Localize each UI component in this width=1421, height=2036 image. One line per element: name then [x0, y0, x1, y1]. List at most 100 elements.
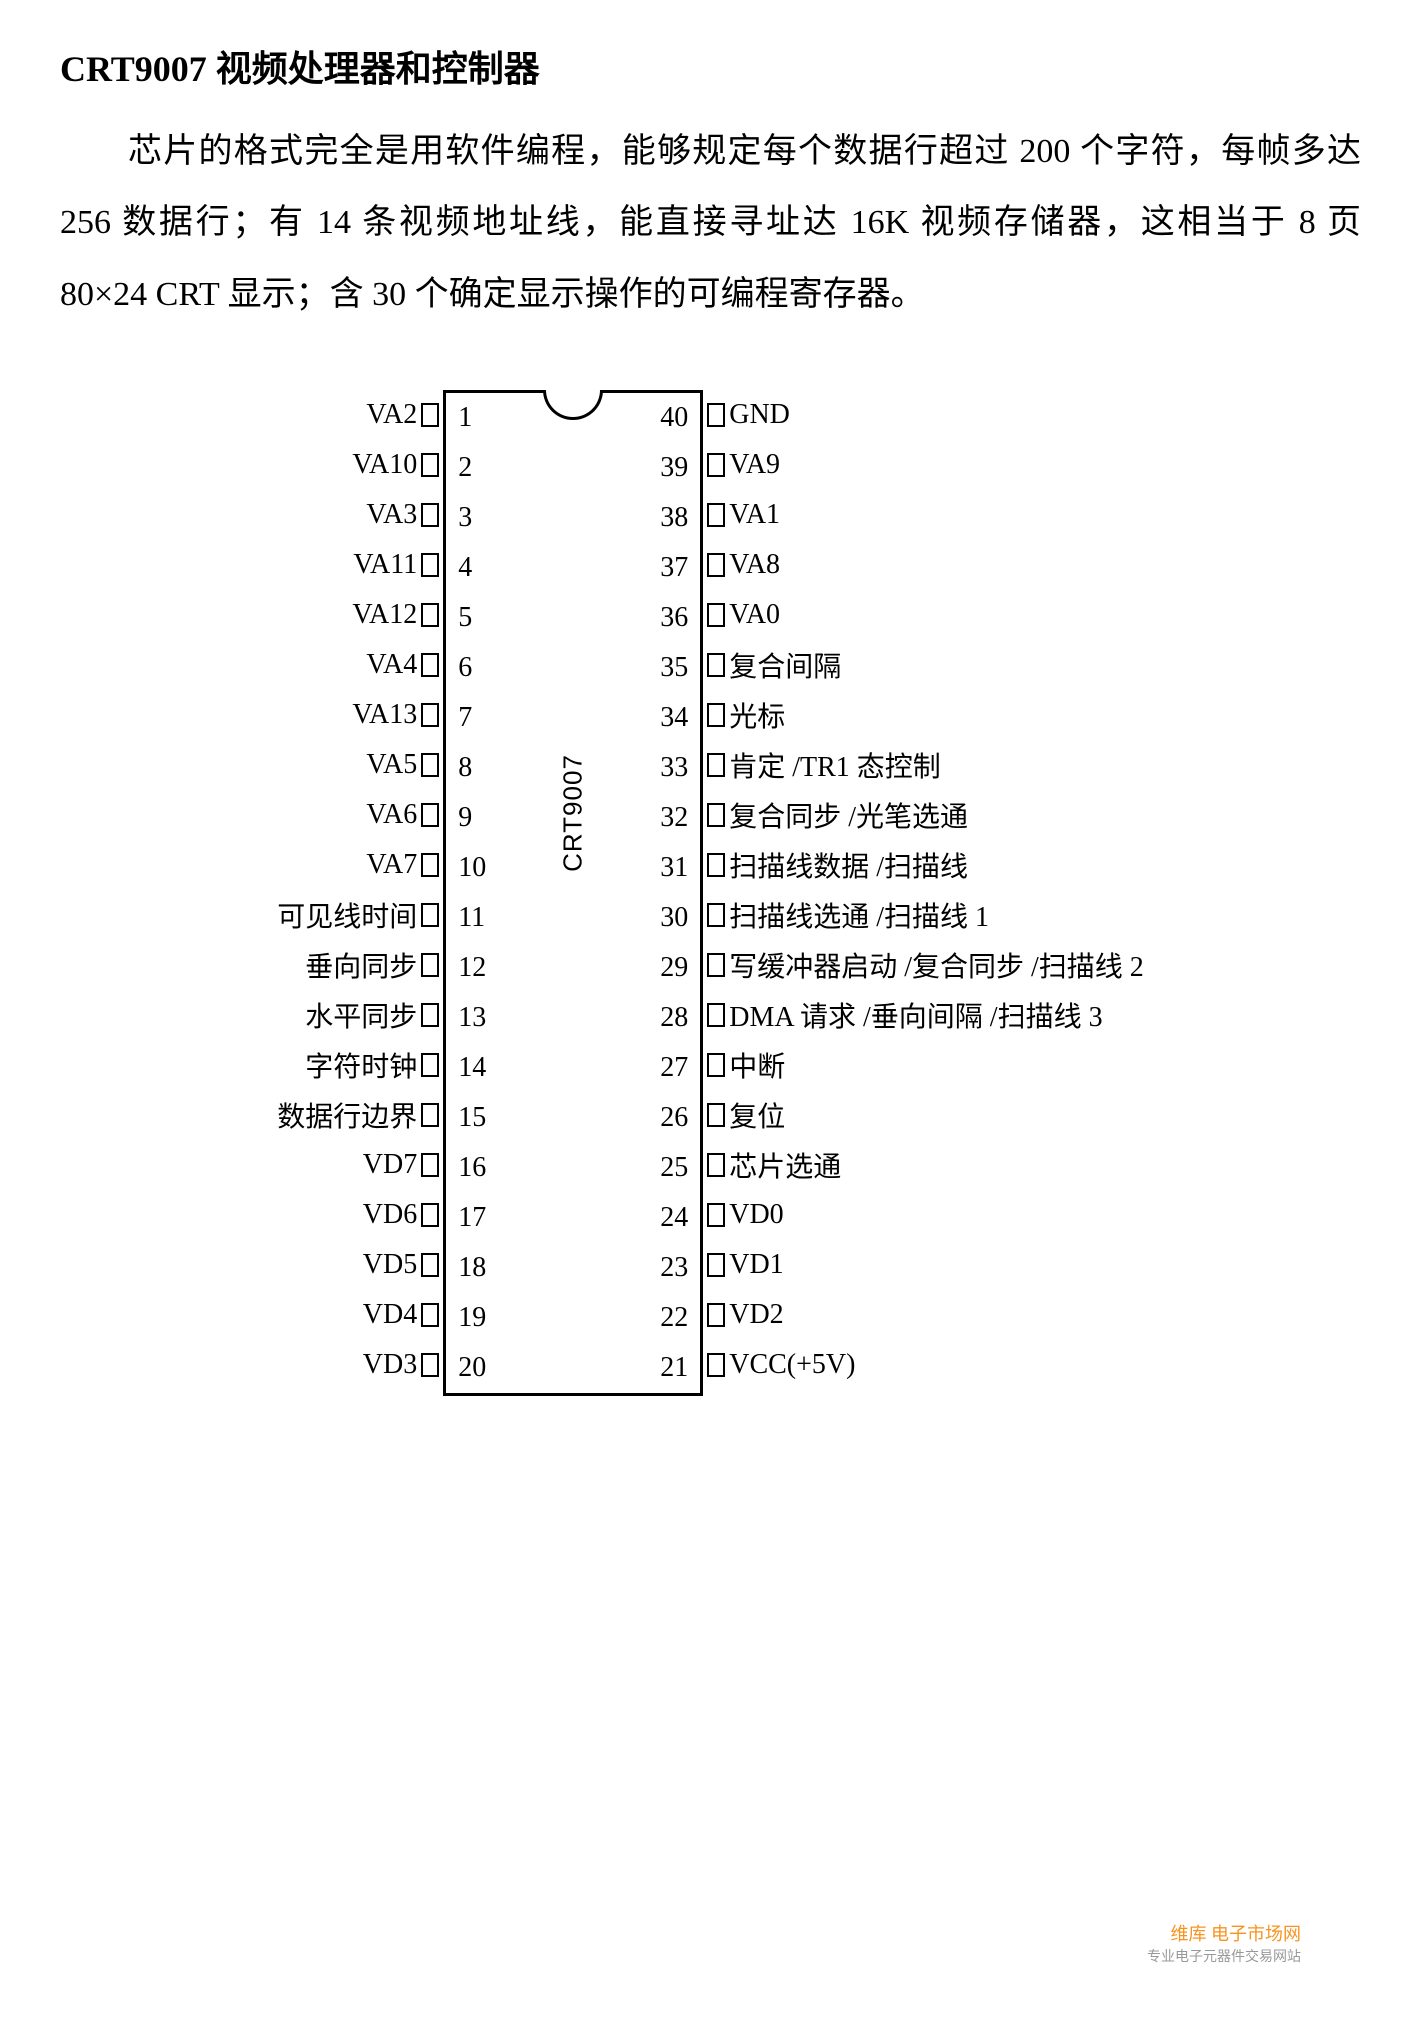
- pin-connector-icon: [707, 653, 725, 677]
- pin-label: VD7: [363, 1149, 417, 1181]
- pin-connector-icon: [421, 903, 439, 927]
- pin-connector-icon: [421, 1253, 439, 1277]
- pin-label: 复位: [729, 1095, 785, 1135]
- left-pin-15: 数据行边界: [277, 1090, 443, 1140]
- pin-label: VA1: [729, 499, 780, 531]
- pin-number-right: 26: [660, 1102, 688, 1134]
- pin-number-left: 12: [458, 952, 486, 984]
- pin-connector-icon: [421, 603, 439, 627]
- chip-pinout-diagram: VA2VA10VA3VA11VA12VA4VA13VA5VA6VA7可见线时间垂…: [60, 370, 1361, 1416]
- right-pin-37: VA8: [703, 540, 780, 590]
- left-pin-16: VD7: [363, 1140, 443, 1190]
- pin-number-right: 39: [660, 452, 688, 484]
- pin-connector-icon: [421, 1003, 439, 1027]
- pin-label: VD3: [363, 1349, 417, 1381]
- pin-label: GND: [729, 399, 790, 431]
- left-pin-10: VA7: [366, 840, 443, 890]
- chip-number-row: 338: [446, 493, 700, 543]
- pin-connector-icon: [707, 1003, 725, 1027]
- pin-number-left: 1: [458, 402, 472, 434]
- pin-label: VA12: [352, 599, 417, 631]
- pin-number-right: 24: [660, 1202, 688, 1234]
- pin-number-left: 13: [458, 1002, 486, 1034]
- pin-connector-icon: [707, 953, 725, 977]
- right-pin-39: VA9: [703, 440, 780, 490]
- pin-number-left: 7: [458, 702, 472, 734]
- pin-connector-icon: [421, 803, 439, 827]
- pin-connector-icon: [707, 1103, 725, 1127]
- pin-number-right: 21: [660, 1352, 688, 1384]
- right-pin-21: VCC(+5V): [703, 1340, 855, 1390]
- left-pin-2: VA10: [352, 440, 443, 490]
- pin-label: VCC(+5V): [729, 1349, 855, 1381]
- pin-connector-icon: [707, 553, 725, 577]
- right-pin-29: 写缓冲器启动 /复合同步 /扫描线 2: [703, 940, 1144, 990]
- pin-label: 垂向同步: [305, 945, 417, 985]
- pin-connector-icon: [707, 803, 725, 827]
- pin-label: VA5: [366, 749, 417, 781]
- pin-connector-icon: [421, 653, 439, 677]
- pin-connector-icon: [707, 1303, 725, 1327]
- pin-label: VD2: [729, 1299, 783, 1331]
- pin-connector-icon: [707, 753, 725, 777]
- chip-number-row: 1625: [446, 1143, 700, 1193]
- right-pin-31: 扫描线数据 /扫描线: [703, 840, 968, 890]
- chip-number-row: 536: [446, 593, 700, 643]
- pin-number-left: 17: [458, 1202, 486, 1234]
- right-pin-28: DMA 请求 /垂向间隔 /扫描线 3: [703, 990, 1102, 1040]
- pin-number-left: 6: [458, 652, 472, 684]
- pin-number-left: 3: [458, 502, 472, 534]
- pin-connector-icon: [707, 403, 725, 427]
- watermark-sub: 专业电子元器件交易网站: [1147, 1946, 1301, 1966]
- pin-connector-icon: [421, 753, 439, 777]
- pin-connector-icon: [421, 953, 439, 977]
- right-pin-36: VA0: [703, 590, 780, 640]
- chip-number-row: 1130: [446, 893, 700, 943]
- pin-number-left: 14: [458, 1052, 486, 1084]
- left-pin-8: VA5: [366, 740, 443, 790]
- pin-label: DMA 请求 /垂向间隔 /扫描线 3: [729, 995, 1102, 1035]
- right-pin-38: VA1: [703, 490, 780, 540]
- watermark-main: 维库 电子市场网: [1147, 1920, 1301, 1946]
- pin-label: 数据行边界: [277, 1095, 417, 1135]
- pin-label: VD4: [363, 1299, 417, 1331]
- pin-label: 扫描线数据 /扫描线: [729, 845, 968, 885]
- chip-body: CRT9007 14023933843753663573483393210311…: [443, 390, 703, 1396]
- left-pin-7: VA13: [352, 690, 443, 740]
- left-pin-6: VA4: [366, 640, 443, 690]
- pin-number-right: 32: [660, 802, 688, 834]
- pin-label: 写缓冲器启动 /复合同步 /扫描线 2: [729, 945, 1144, 985]
- right-pin-32: 复合同步 /光笔选通: [703, 790, 968, 840]
- pin-number-left: 11: [458, 902, 485, 934]
- pin-label: VA6: [366, 799, 417, 831]
- pin-label: VA8: [729, 549, 780, 581]
- pin-connector-icon: [707, 1353, 725, 1377]
- pin-connector-icon: [707, 1253, 725, 1277]
- pin-number-left: 5: [458, 602, 472, 634]
- pin-number-right: 33: [660, 752, 688, 784]
- pin-label: VD1: [729, 1249, 783, 1281]
- pin-label: VD0: [729, 1199, 783, 1231]
- pin-connector-icon: [421, 703, 439, 727]
- pin-number-left: 16: [458, 1152, 486, 1184]
- pin-label: 芯片选通: [729, 1145, 841, 1185]
- pin-connector-icon: [421, 1353, 439, 1377]
- chip-number-row: 1922: [446, 1293, 700, 1343]
- chip-description: 芯片的格式完全是用软件编程，能够规定每个数据行超过 200 个字符，每帧多达 2…: [60, 116, 1361, 330]
- pin-label: VD6: [363, 1199, 417, 1231]
- left-pin-14: 字符时钟: [305, 1040, 443, 1090]
- right-pin-22: VD2: [703, 1290, 783, 1340]
- pin-connector-icon: [421, 403, 439, 427]
- left-pin-11: 可见线时间: [277, 890, 443, 940]
- pin-number-left: 9: [458, 802, 472, 834]
- chip-number-row: 239: [446, 443, 700, 493]
- pin-label: 光标: [729, 695, 785, 735]
- pin-label: VA0: [729, 599, 780, 631]
- pin-label: VA4: [366, 649, 417, 681]
- right-pin-33: 肯定 /TR1 态控制: [703, 740, 941, 790]
- right-pin-26: 复位: [703, 1090, 785, 1140]
- pin-connector-icon: [421, 1153, 439, 1177]
- pin-number-left: 20: [458, 1352, 486, 1384]
- pin-connector-icon: [707, 1203, 725, 1227]
- pin-number-right: 31: [660, 852, 688, 884]
